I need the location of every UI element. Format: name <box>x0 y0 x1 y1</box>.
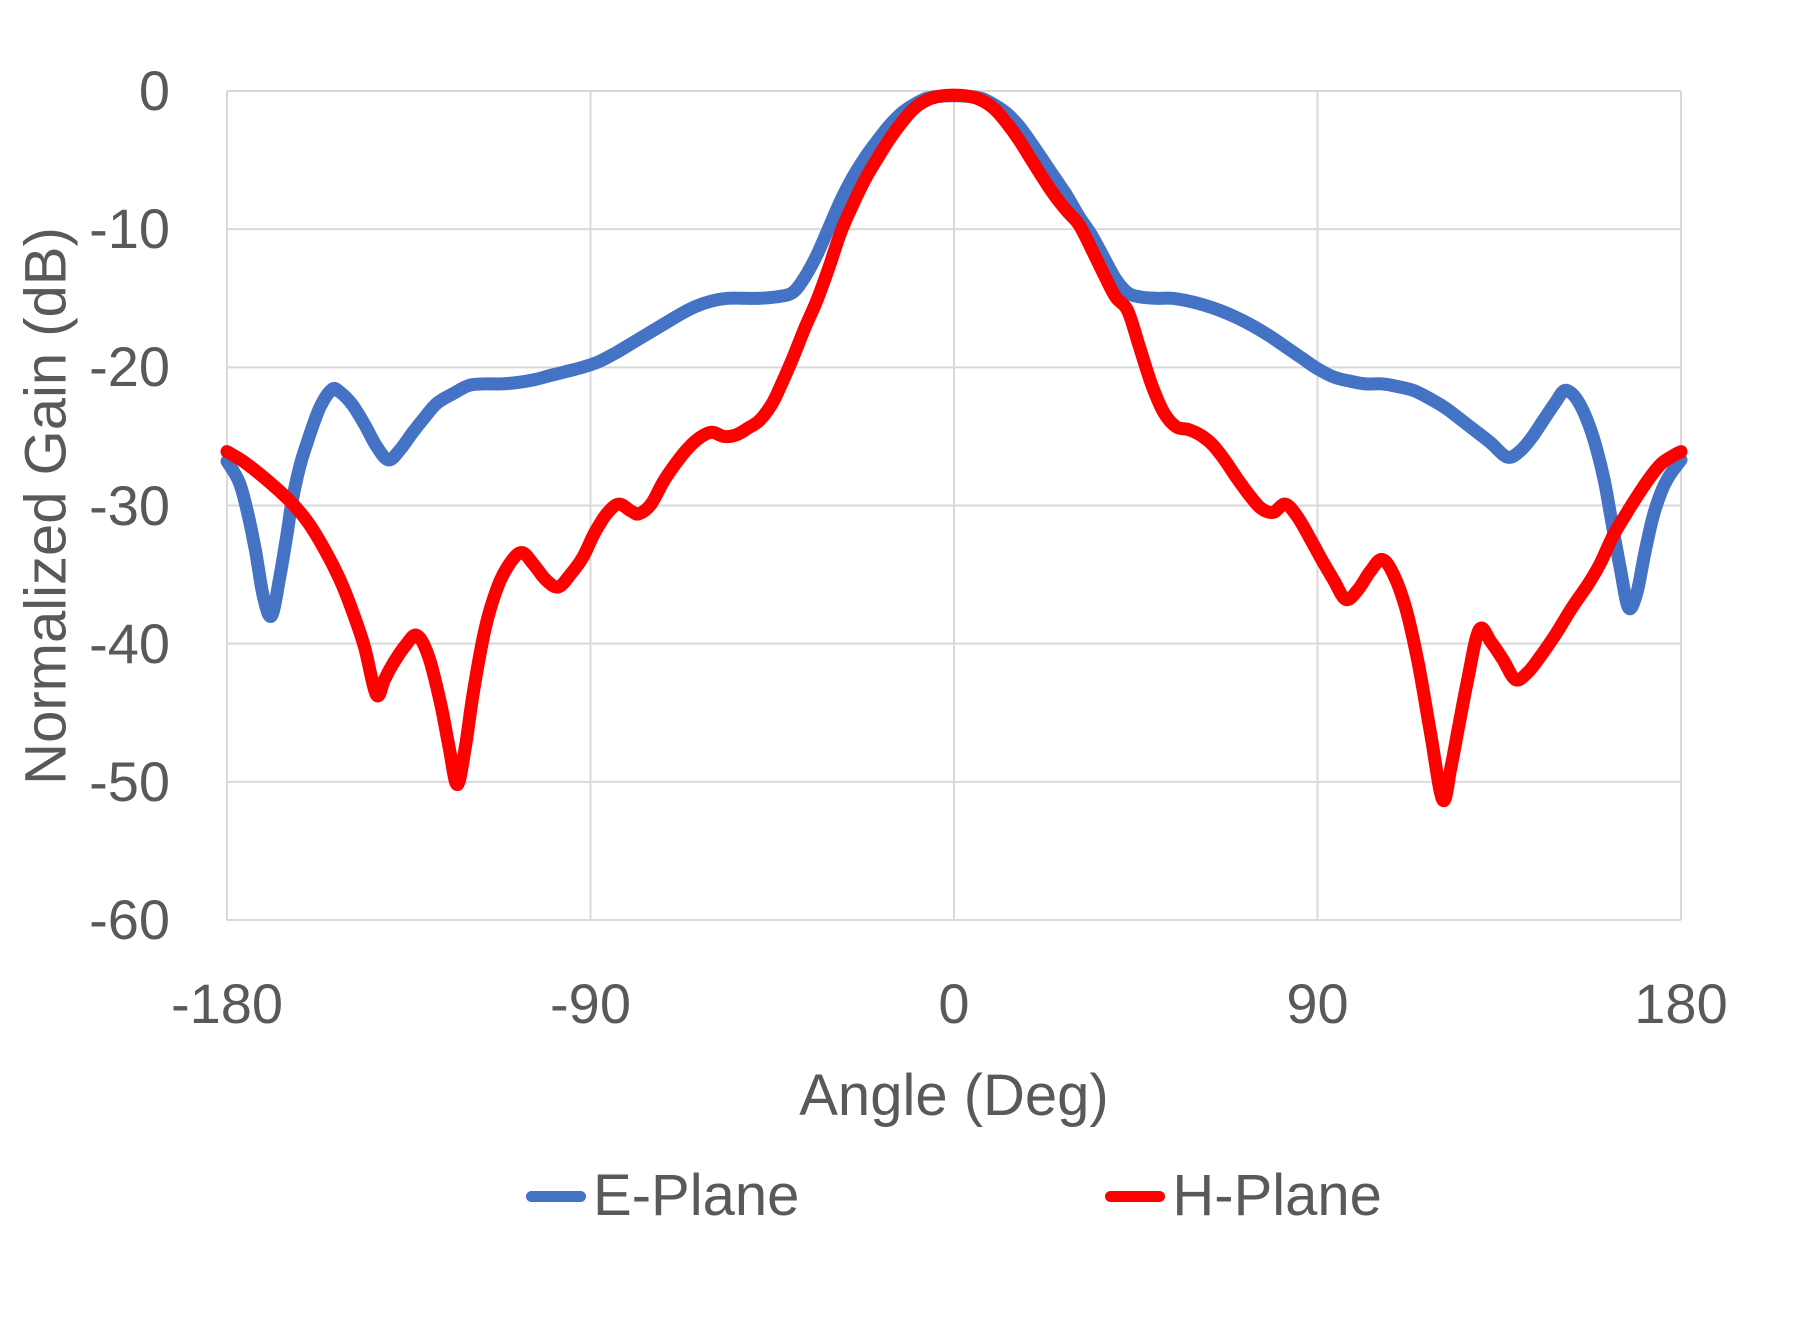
y-tick-label--40: -40 <box>89 611 170 675</box>
e-plane-legend-label: E-Plane <box>593 1163 800 1228</box>
h-plane-line-swatch-icon <box>1105 1190 1166 1202</box>
y-tick-label--30: -30 <box>89 473 170 537</box>
e-plane-line-swatch-icon <box>526 1190 587 1202</box>
y-tick-label--60: -60 <box>89 888 170 951</box>
series-line-h-plane <box>220 88 1688 808</box>
x-tick-label--90: -90 <box>550 972 631 1035</box>
plot-area <box>220 88 1688 921</box>
legend: E-Plane H-Plane <box>227 1164 1681 1228</box>
y-tick-label--50: -50 <box>89 749 170 813</box>
plot-canvas <box>220 88 1688 921</box>
y-tick-label--10: -10 <box>89 197 170 261</box>
legend-item-h-plane: H-Plane <box>1105 1164 1382 1228</box>
h-plane-legend-label: H-Plane <box>1172 1163 1382 1228</box>
x-tick-label-180: 180 <box>1634 972 1728 1035</box>
legend-item-e-plane: E-Plane <box>526 1164 799 1228</box>
x-tick-label--180: -180 <box>170 972 284 1035</box>
y-tick-label-0: 0 <box>138 59 170 122</box>
x-axis-title: Angle (Deg) <box>799 1063 1109 1128</box>
x-tick-label-0: 0 <box>938 972 970 1035</box>
y-tick-label--20: -20 <box>89 335 170 399</box>
x-tick-label-90: 90 <box>1286 972 1349 1035</box>
